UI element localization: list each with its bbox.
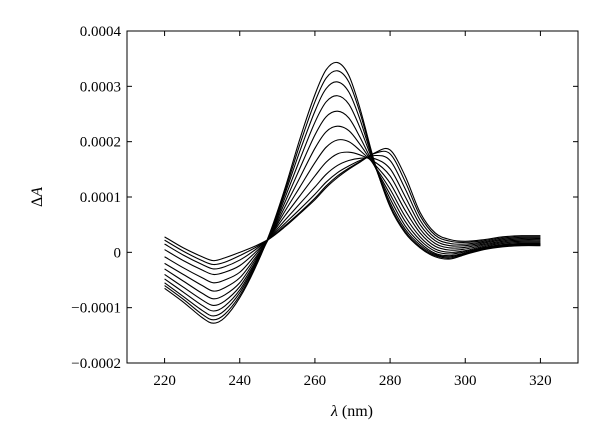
- y-tick-label: 0.0003: [80, 79, 121, 95]
- plot-frame: [126, 30, 579, 364]
- x-tick-label: 240: [229, 373, 252, 389]
- x-tick-label: 300: [454, 373, 477, 389]
- series-line-2: [164, 70, 541, 321]
- y-tick-label: 0.0004: [80, 24, 122, 40]
- y-tick-label: −0.0002: [71, 356, 121, 372]
- x-tick-label: 260: [304, 373, 327, 389]
- y-tick-label: 0: [114, 245, 122, 261]
- series-line-3: [164, 81, 541, 317]
- y-tick-label: 0.0002: [80, 135, 121, 151]
- series-line-10: [164, 154, 541, 270]
- y-axis-title-prefix: Δ: [29, 197, 46, 207]
- x-tick-label: 280: [379, 373, 402, 389]
- series-line-8: [164, 151, 541, 284]
- x-axis-title-unit: (nm): [338, 403, 373, 420]
- x-axis-title-symbol: λ: [330, 403, 338, 420]
- y-axis: −0.0002 −0.0001 0 0.0001 0.0002 0.0003 0.0004: [71, 24, 578, 372]
- y-axis-title-symbol: A: [29, 187, 46, 198]
- x-axis-title: λ (nm): [330, 403, 373, 420]
- x-axis: 220 240 260 280 300 320: [153, 31, 552, 389]
- series-line-7: [164, 139, 541, 292]
- y-tick-label: −0.0001: [71, 301, 121, 317]
- series-line-5: [164, 110, 541, 307]
- y-tick-label: 0.0001: [80, 190, 121, 206]
- y-axis-title: ΔA: [29, 187, 46, 207]
- series-line-9: [164, 157, 541, 276]
- series-group: [164, 61, 541, 324]
- series-line-6: [164, 125, 541, 300]
- x-tick-label: 320: [529, 373, 552, 389]
- series-line-1: [164, 61, 541, 324]
- series-line-12: [164, 147, 541, 262]
- series-line-11: [164, 150, 541, 266]
- x-tick-label: 220: [153, 373, 176, 389]
- series-line-4: [164, 95, 541, 312]
